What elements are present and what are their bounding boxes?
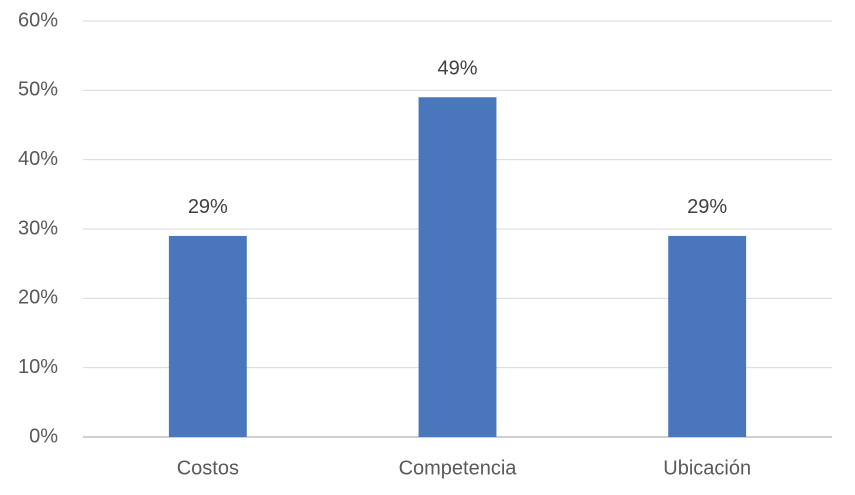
value-label: 29%	[188, 196, 228, 218]
value-label: 29%	[687, 196, 727, 218]
y-tick-label: 50%	[18, 79, 58, 101]
y-tick-label: 60%	[18, 9, 58, 31]
y-tick-label: 20%	[18, 287, 58, 309]
x-tick-label: Competencia	[399, 457, 518, 479]
y-tick-label: 10%	[18, 356, 58, 378]
y-tick-label: 40%	[18, 148, 58, 170]
bar	[418, 97, 497, 438]
y-tick-label: 0%	[29, 425, 58, 447]
bar	[168, 235, 247, 437]
bar	[668, 235, 747, 437]
x-tick-label: Ubicación	[663, 457, 751, 479]
y-tick-label: 30%	[18, 217, 58, 239]
value-label: 49%	[437, 58, 477, 80]
x-tick-label: Costos	[177, 457, 239, 479]
